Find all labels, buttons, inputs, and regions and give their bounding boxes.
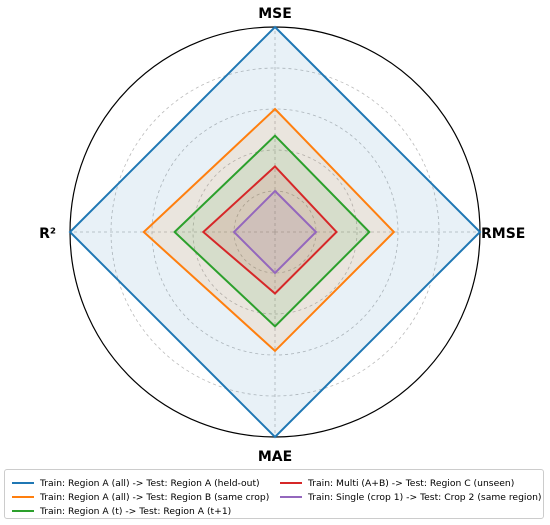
radar-chart: MSE RMSE MAE R²	[39, 6, 525, 465]
legend-line-icon	[280, 482, 302, 484]
legend-item: Train: Single (crop 1) -> Test: Crop 2 (…	[280, 489, 542, 505]
axis-label: MSE	[258, 6, 292, 22]
series-polygon	[173, 134, 371, 328]
series-polygon	[68, 25, 482, 439]
series-polygon	[232, 189, 318, 275]
legend-item: Train: Region A (all) -> Test: Region A …	[12, 475, 260, 491]
chart-legend: Train: Region A (all) -> Test: Region A …	[4, 469, 544, 519]
grid-circle	[192, 149, 358, 315]
radar-series	[68, 25, 482, 439]
legend-line-icon	[12, 510, 34, 512]
legend-line-icon	[280, 496, 302, 498]
legend-label: Train: Region A (all) -> Test: Region B …	[40, 491, 270, 503]
axis-label: RMSE	[481, 226, 525, 242]
legend-item: Train: Multi (A+B) -> Test: Region C (un…	[280, 475, 514, 491]
radar-axis-labels: MSE RMSE MAE R²	[39, 6, 525, 465]
legend-item: Train: Region A (all) -> Test: Region B …	[12, 489, 269, 505]
legend-label: Train: Single (crop 1) -> Test: Crop 2 (…	[308, 491, 542, 503]
legend-label: Train: Region A (all) -> Test: Region A …	[40, 477, 260, 489]
series-polygon	[201, 164, 338, 295]
axis-label: MAE	[258, 449, 292, 465]
legend-item: Train: Region A (t) -> Test: Region A (t…	[12, 503, 231, 519]
legend-line-icon	[12, 482, 34, 484]
legend-label: Train: Region A (t) -> Test: Region A (t…	[40, 505, 232, 517]
legend-label: Train: Multi (A+B) -> Test: Region C (un…	[308, 477, 515, 489]
series-polygon	[142, 107, 396, 353]
legend-line-icon	[12, 496, 34, 498]
axis-label: R²	[39, 226, 56, 242]
